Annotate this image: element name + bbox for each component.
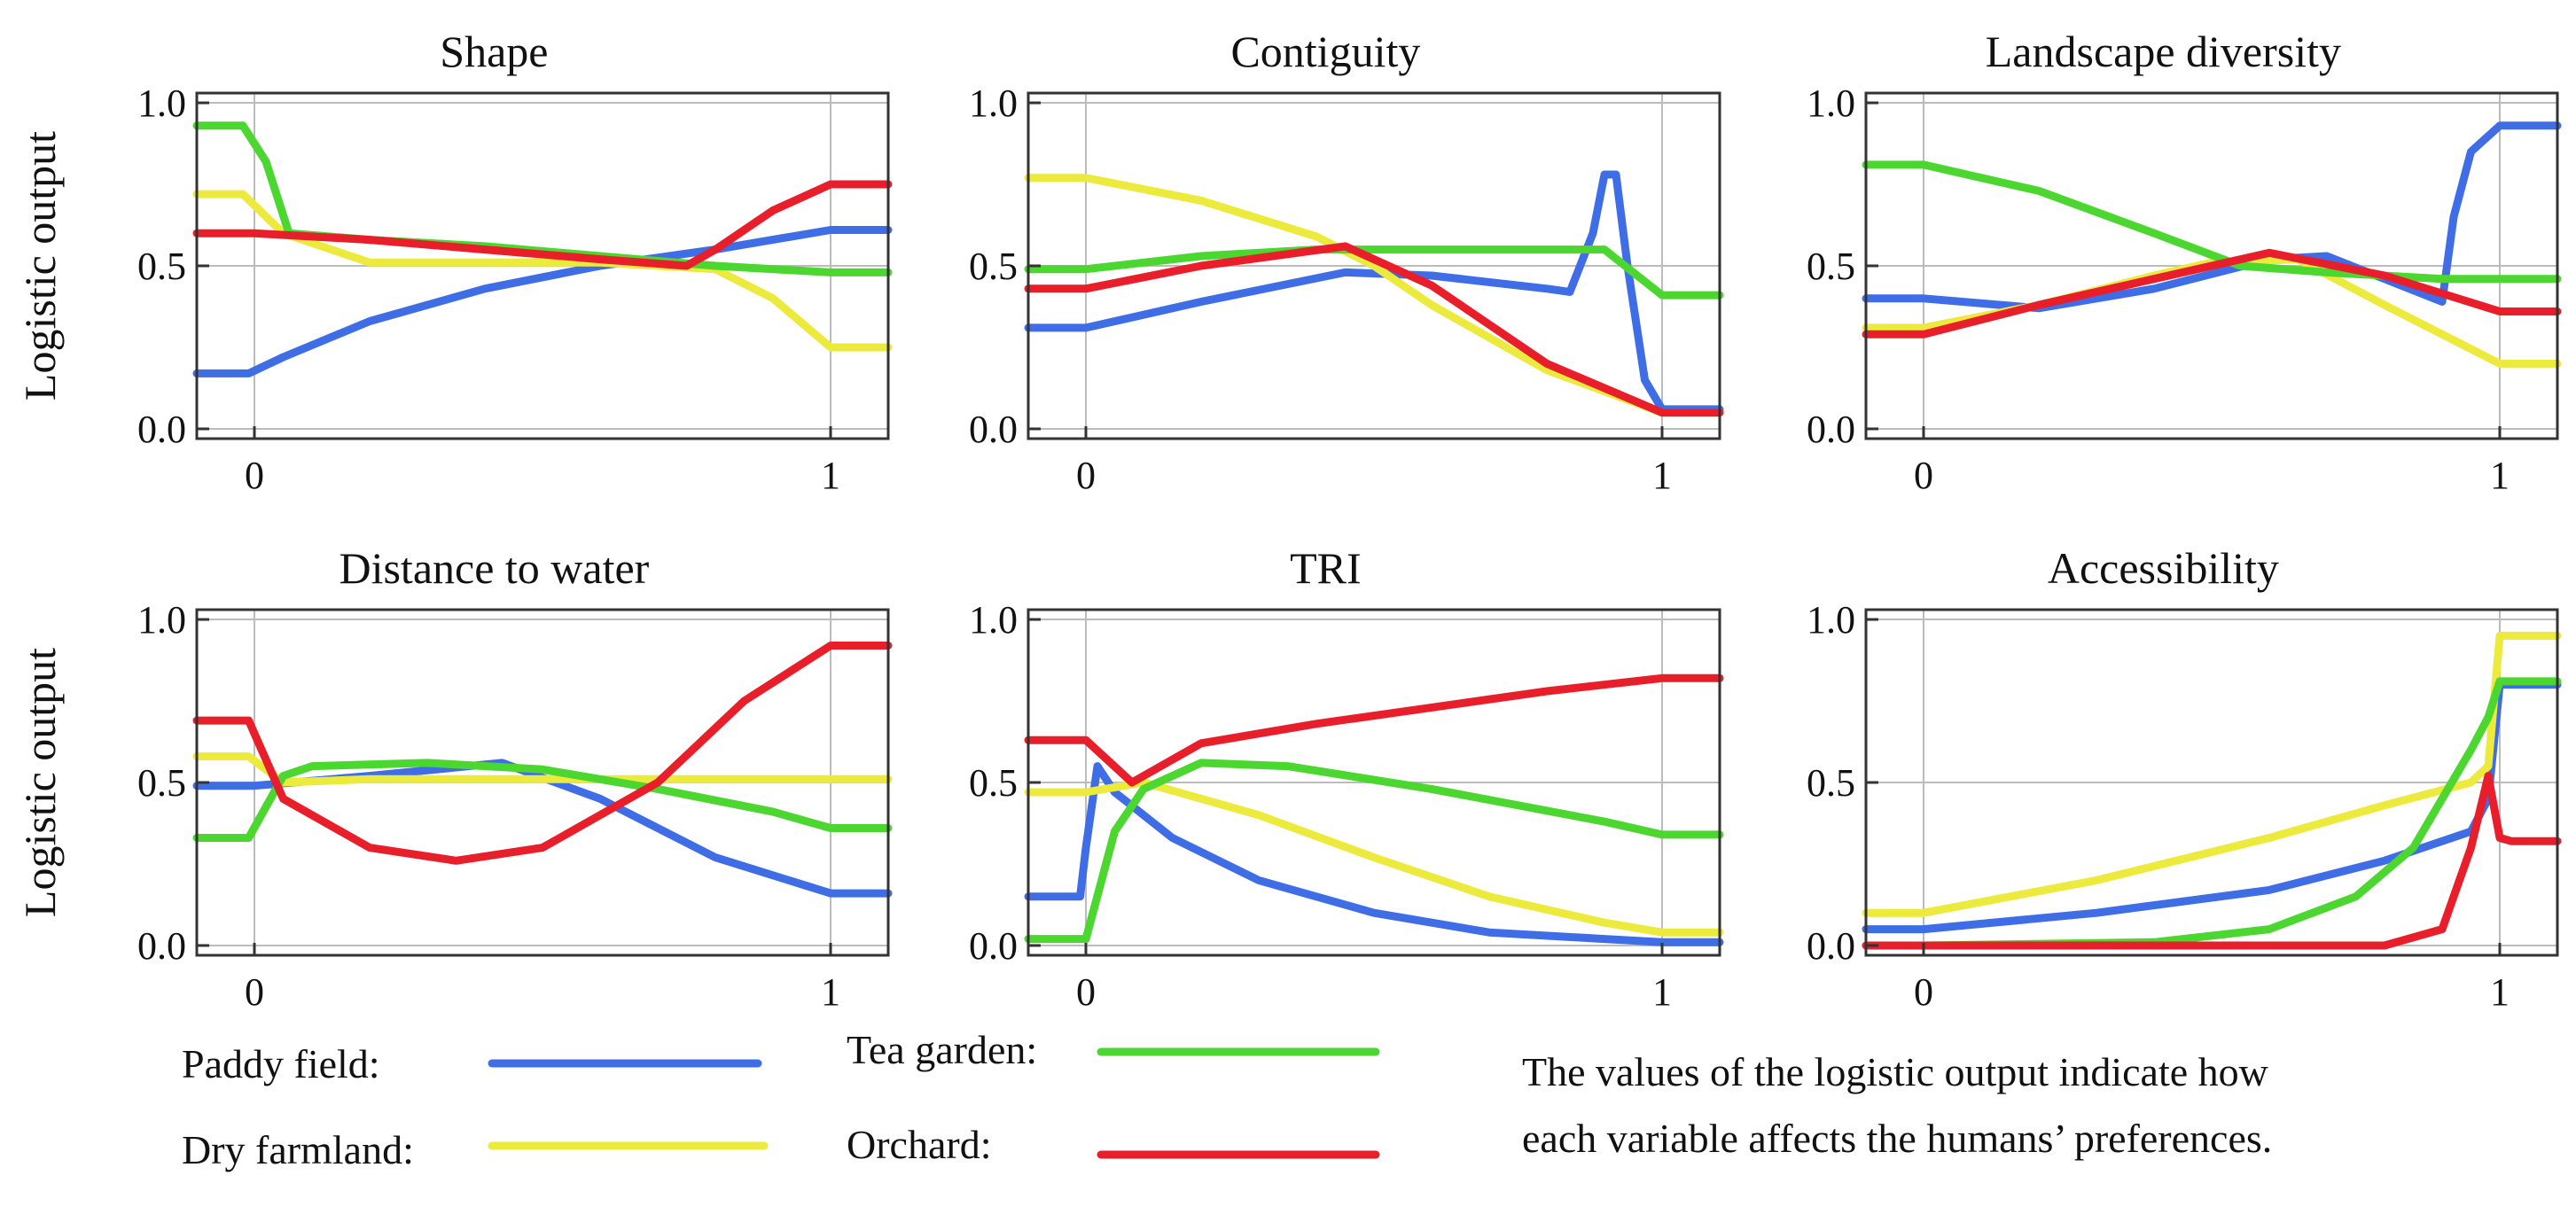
series-line-accessibility-orchard: [1862, 772, 2562, 950]
series-line-tri-dry-farmland: [1024, 778, 1724, 937]
series-line-landscape-diversity-tea-garden: [1862, 160, 2562, 284]
x-tick-label-distance-to-water-1: 1: [821, 970, 840, 1014]
x-tick-label-shape-1: 1: [821, 454, 840, 497]
legend-label-dry-farmland: Dry farmland:: [182, 1127, 414, 1172]
x-tick-label-accessibility-1: 1: [2490, 970, 2510, 1014]
y-axis-label-shape: Logistic output: [15, 131, 65, 401]
panel-title-landscape-diversity: Landscape diversity: [1986, 27, 2341, 76]
x-tick-label-contiguity-1: 1: [1652, 454, 1672, 497]
y-tick-label-contiguity-0-5: 0.5: [969, 245, 1018, 288]
legend-label-paddy-field: Paddy field:: [182, 1041, 380, 1086]
x-tick-label-shape-0: 0: [245, 454, 264, 497]
x-tick-label-accessibility-0: 0: [1914, 970, 1933, 1014]
panel-title-shape: Shape: [440, 27, 548, 76]
legend-label-orchard: Orchard:: [847, 1122, 991, 1167]
y-tick-label-contiguity-1-0: 1.0: [969, 82, 1018, 125]
panel-accessibility: 0 1 0.0 0.5 1.0 Accessibility: [1807, 543, 2562, 1014]
series-line-distance-to-water-orchard: [192, 642, 893, 865]
x-tick-label-distance-to-water-0: 0: [245, 970, 264, 1014]
y-axis-label-distance-to-water: Logistic output: [15, 648, 65, 917]
series-line-shape-tea-garden: [192, 121, 893, 276]
y-tick-label-landscape-diversity-0-5: 0.5: [1807, 245, 1855, 288]
series-line-tri-orchard: [1024, 673, 1724, 787]
y-tick-label-shape-0-0: 0.0: [137, 408, 186, 451]
note: The values of the logistic output indica…: [1522, 1049, 2272, 1161]
series-line-contiguity-orchard: [1024, 242, 1724, 417]
panel-title-accessibility: Accessibility: [2048, 543, 2279, 593]
panels: 0 1 0.0 0.5 1.0 Shape Logistic output 0 1 0.0 0.5 1…: [15, 27, 2562, 1014]
panel-landscape-diversity: 0 1 0.0 0.5 1.0 Landscape diversity: [1807, 27, 2562, 497]
series-line-distance-to-water-dry-farmland: [192, 752, 893, 787]
y-tick-label-distance-to-water-0-0: 0.0: [137, 924, 186, 968]
y-tick-label-tri-0-0: 0.0: [969, 924, 1018, 968]
legend: Paddy field: Tea garden: Dry farmland: O…: [182, 1027, 1380, 1172]
y-tick-label-accessibility-0-5: 0.5: [1807, 761, 1855, 805]
y-tick-label-distance-to-water-1-0: 1.0: [137, 598, 186, 642]
panel-shape: 0 1 0.0 0.5 1.0 Shape Logistic output: [15, 27, 893, 497]
legend-label-tea-garden: Tea garden:: [847, 1027, 1037, 1072]
series-line-landscape-diversity-orchard: [1862, 248, 2562, 339]
series-line-shape-dry-farmland: [192, 190, 893, 352]
y-tick-label-accessibility-0-0: 0.0: [1807, 924, 1855, 968]
panel-tri: 0 1 0.0 0.5 1.0 TRI: [969, 543, 1724, 1014]
x-tick-label-landscape-diversity-0: 0: [1914, 454, 1933, 497]
y-tick-label-shape-1-0: 1.0: [137, 82, 186, 125]
series-line-tri-paddy-field: [1024, 762, 1724, 946]
y-tick-label-tri-1-0: 1.0: [969, 598, 1018, 642]
x-tick-label-contiguity-0: 0: [1076, 454, 1096, 497]
y-tick-label-distance-to-water-0-5: 0.5: [137, 761, 186, 805]
panel-title-contiguity: Contiguity: [1230, 27, 1420, 76]
series-line-distance-to-water-tea-garden: [192, 759, 893, 842]
y-tick-label-contiguity-0-0: 0.0: [969, 408, 1018, 451]
series-line-shape-orchard: [192, 180, 893, 270]
panel-title-distance-to-water: Distance to water: [339, 543, 649, 593]
x-tick-label-tri-0: 0: [1076, 970, 1096, 1014]
series-line-contiguity-dry-farmland: [1024, 174, 1724, 417]
y-tick-label-shape-0-5: 0.5: [137, 245, 186, 288]
series-line-contiguity-tea-garden: [1024, 245, 1724, 300]
note-line-2: each variable affects the humans’ prefer…: [1522, 1116, 2272, 1161]
x-tick-label-tri-1: 1: [1652, 970, 1672, 1014]
series-line-tri-tea-garden: [1024, 759, 1724, 944]
panel-distance-to-water: 0 1 0.0 0.5 1.0 Distance to water Logistic out…: [15, 543, 893, 1014]
series-line-landscape-diversity-paddy-field: [1862, 121, 2562, 313]
x-tick-label-landscape-diversity-1: 1: [2490, 454, 2510, 497]
y-tick-label-tri-0-5: 0.5: [969, 761, 1018, 805]
panel-contiguity: 0 1 0.0 0.5 1.0 Contiguity: [969, 27, 1724, 497]
series-line-shape-paddy-field: [192, 226, 893, 377]
series-line-accessibility-dry-farmland: [1862, 631, 2562, 917]
panel-title-tri: TRI: [1290, 543, 1362, 593]
y-tick-label-landscape-diversity-0-0: 0.0: [1807, 408, 1855, 451]
note-line-1: The values of the logistic output indica…: [1522, 1049, 2269, 1094]
y-tick-label-accessibility-1-0: 1.0: [1807, 598, 1855, 642]
y-tick-label-landscape-diversity-1-0: 1.0: [1807, 82, 1855, 125]
series-line-contiguity-paddy-field: [1024, 170, 1724, 414]
